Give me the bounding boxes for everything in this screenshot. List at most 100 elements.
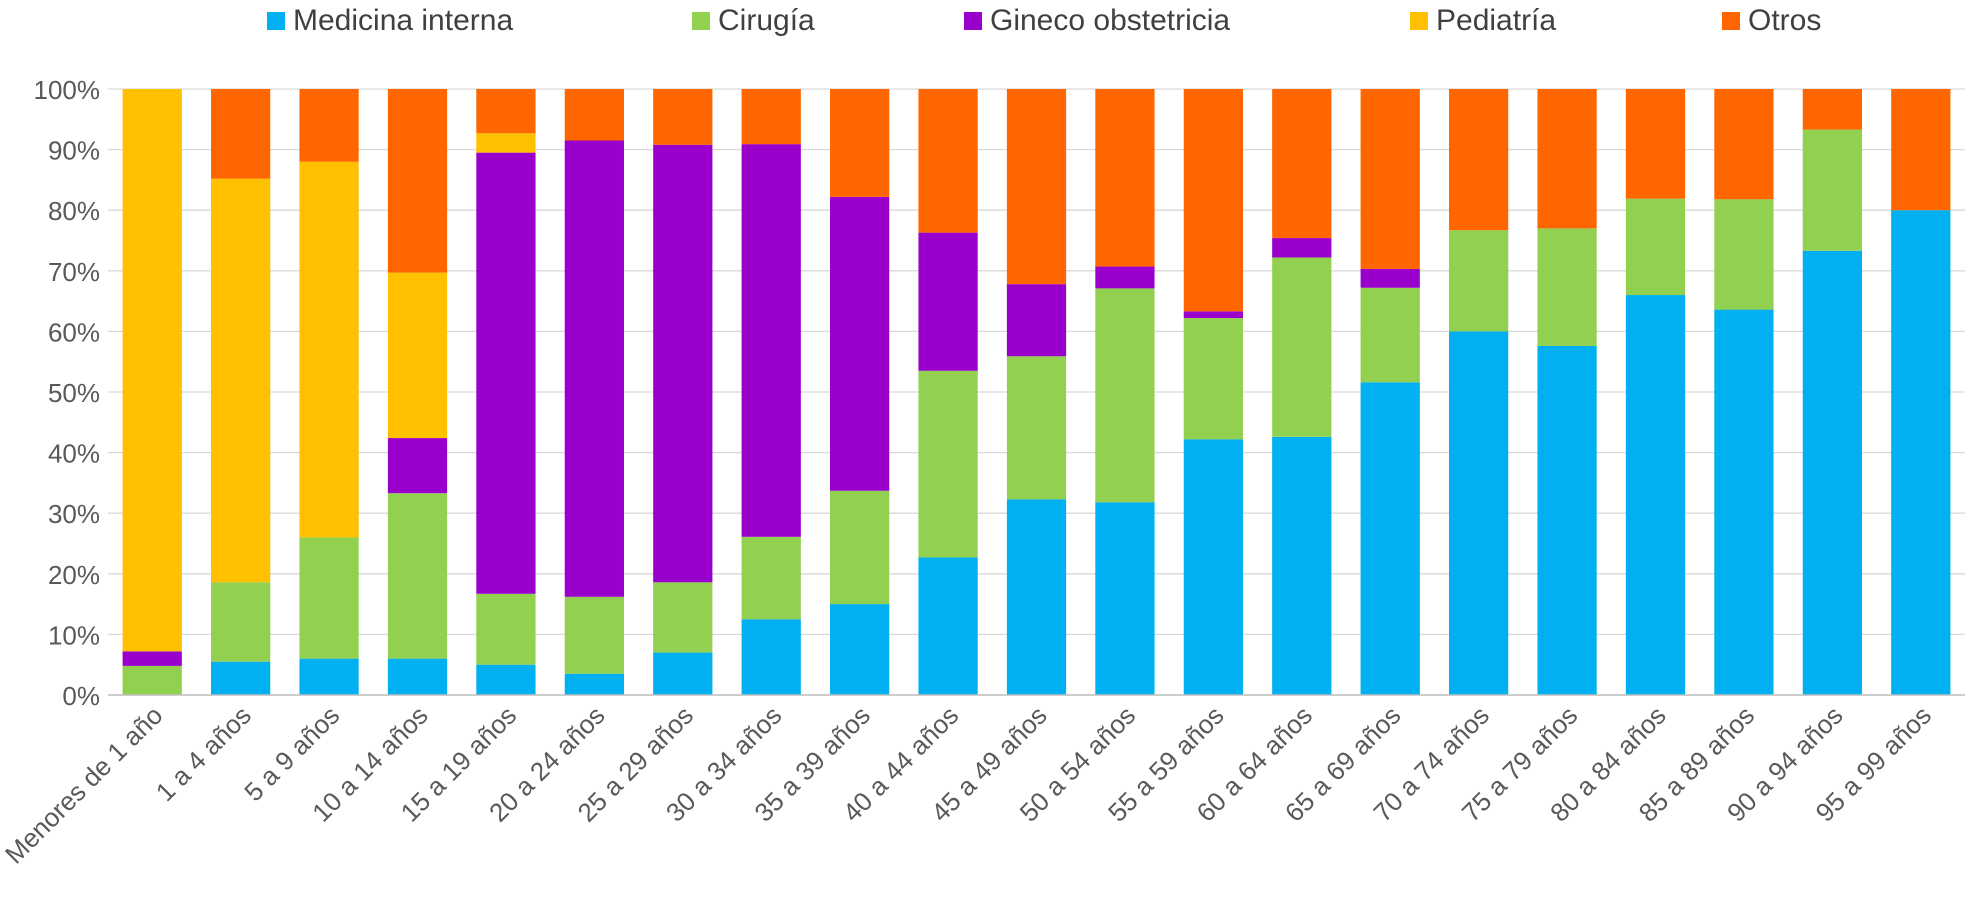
bar-segment [476,152,536,594]
bar-segment [1891,89,1951,211]
bar-segment [299,537,359,659]
bar-segment [830,196,890,491]
y-tick-label: 20% [48,560,100,590]
y-tick-label: 30% [48,499,100,529]
bar-segment [1360,287,1420,383]
bar-segment [564,673,624,695]
legend-item: Cirugía [692,4,815,38]
legend-item: Medicina interna [267,4,513,38]
bar-segment [741,144,801,537]
bar-segment [1360,382,1420,695]
bar-segment [1449,230,1509,332]
legend-item: Pediatría [1410,4,1556,38]
bar-segment [1891,210,1951,695]
bar-segment [387,493,448,659]
bar-segment [1625,89,1686,199]
legend-swatch [964,12,982,30]
legend-item: Otros [1722,4,1821,38]
bar-segment [1714,89,1774,200]
bar-segment [1802,250,1862,695]
bar-segment [741,89,801,145]
y-tick-label: 60% [48,317,100,347]
legend-swatch [692,12,710,30]
bar-segment [564,140,624,597]
bar-segment [1006,89,1067,285]
bar-segment [1006,284,1067,357]
bar-segment [1183,311,1243,319]
bar-segment [1006,499,1067,695]
bar-segment [653,144,713,583]
bar-segment [1449,331,1509,695]
y-tick-label: 70% [48,257,100,287]
bar-segment [1006,356,1067,500]
legend-swatch [1722,12,1740,30]
bar-segment [1183,318,1243,440]
legend-swatch [1410,12,1428,30]
bar-segment [1802,89,1862,130]
bar-segment [211,89,271,179]
bar-segment [564,596,624,674]
bar-segment [387,89,448,273]
legend-label: Medicina interna [293,4,514,37]
bar-segment [211,178,271,583]
bar-segment [122,89,182,652]
bar-segment [387,658,448,695]
legend-item: Gineco obstetricia [964,4,1230,38]
y-tick-label: 100% [34,75,101,105]
bar-segment [1183,89,1243,312]
bar-segment [387,438,448,494]
legend-label: Pediatría [1436,4,1557,37]
bar-segment [1095,89,1155,267]
bar-segment [830,604,890,695]
bar-segment [1183,439,1243,695]
bar-segment [299,89,359,162]
bar-segment [653,89,713,145]
bar-segment [1714,309,1774,695]
y-tick-label: 40% [48,439,100,469]
x-tick-label: Menores de 1 año [0,700,168,869]
x-tick-label: 1 a 4 años [150,700,257,807]
bar-segment [1802,129,1862,251]
bar-segment [1272,238,1332,258]
legend-swatch [267,12,285,30]
y-tick-label: 80% [48,196,100,226]
y-tick-label: 0% [62,681,100,711]
bar-segment [1360,268,1420,288]
bar-segment [1537,228,1597,346]
bar-segment [1095,266,1155,289]
legend-label: Gineco obstetricia [990,4,1231,37]
bar-segment [211,661,271,695]
bar-segment [918,232,978,371]
bar-segment [476,664,536,695]
y-tick-label: 50% [48,378,100,408]
bar-segment [918,370,978,558]
legend: Medicina interna Cirugía Gineco obstetrici… [0,0,1977,40]
bar-segment [653,582,713,653]
bar-segment [1625,198,1686,296]
bar-segment [299,161,359,538]
bar-segment [741,536,801,620]
legend-label: Cirugía [718,4,815,37]
bar-segment [918,557,978,695]
y-tick-label: 10% [48,620,100,650]
bar-segment [741,619,801,695]
bar-segment [918,89,978,233]
bar-segment [1714,199,1774,310]
bar-segment [564,89,624,141]
bar-segment [1449,89,1509,231]
bar-segment [1537,345,1597,695]
bar-segment [211,582,271,662]
bar-segment [387,272,448,439]
bar-segment [1537,89,1597,229]
bar-segment [1360,89,1420,269]
bar-segment [1272,436,1332,695]
bar-segment [122,665,182,695]
bar-segment [1095,288,1155,503]
bar-segment [299,658,359,695]
bar-segment [1625,295,1686,695]
bar-segment [476,593,536,665]
bar-segment [1272,89,1332,239]
bar-segment [122,651,182,666]
